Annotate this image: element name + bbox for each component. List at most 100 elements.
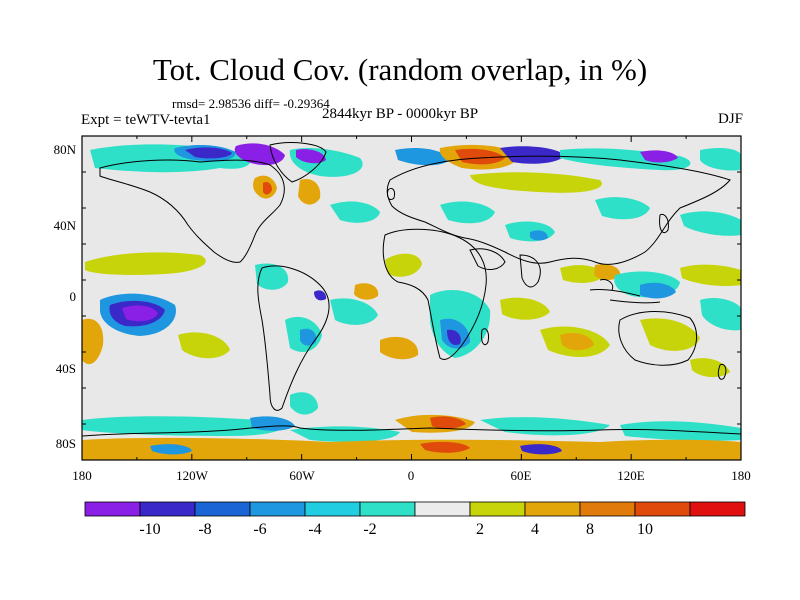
anomaly-region [298, 178, 321, 205]
anomaly-region [530, 230, 548, 241]
anomaly-region [82, 318, 104, 365]
colorbar [84, 501, 746, 517]
colorbar-label: 10 [637, 521, 653, 538]
colorbar-label: -10 [139, 521, 160, 538]
coastline-india [519, 254, 541, 288]
anomaly-region [314, 290, 327, 301]
anomaly-region [440, 201, 495, 224]
colorbar-box [139, 501, 196, 517]
colorbar-box [414, 501, 471, 517]
stats-text: rmsd= 2.98536 diff= -0.29364 [172, 96, 330, 111]
axis-ticks [81, 135, 742, 461]
anomaly-region [680, 211, 741, 236]
lat-label: 0 [70, 289, 77, 304]
anomaly-region [82, 437, 741, 460]
lat-label: 40N [54, 218, 77, 233]
lon-label: 60W [289, 468, 315, 483]
anomaly-region [640, 282, 676, 299]
anomaly-region [680, 264, 741, 287]
lon-label: 60E [511, 468, 532, 483]
lat-label: 80S [56, 436, 76, 451]
colorbar-box [359, 501, 416, 517]
colorbar-label: 8 [586, 521, 594, 538]
colorbar-box [249, 501, 306, 517]
coastline-new-zealand [717, 363, 727, 380]
colorbar-label: -6 [253, 521, 266, 538]
anomaly-region [560, 265, 605, 283]
anomaly-region [690, 358, 730, 378]
anomaly-region [395, 148, 450, 166]
map-background [82, 136, 741, 460]
coastline-uk [387, 187, 395, 201]
colorbar-box [524, 501, 581, 517]
colorbar-label: -2 [363, 521, 376, 538]
coastline-greenland [269, 142, 327, 183]
coastline-antarctica [82, 425, 741, 437]
anomaly-region [420, 441, 470, 453]
anomaly-region [178, 332, 230, 359]
anomaly-region [150, 444, 192, 455]
anomaly-region [430, 416, 466, 429]
anomaly-fields [82, 143, 741, 460]
lon-label: 180 [72, 468, 92, 483]
anomaly-region [354, 283, 379, 300]
anomaly-region [290, 392, 318, 415]
colorbar-label: 4 [531, 521, 539, 538]
anomaly-region [234, 143, 285, 166]
anomaly-region [500, 297, 550, 320]
coastlines [82, 142, 741, 437]
coastline-japan [659, 213, 669, 234]
lon-label: 180 [731, 468, 751, 483]
anomaly-region [455, 148, 505, 165]
colorbar-label: 2 [476, 521, 484, 538]
anomaly-region [520, 444, 562, 455]
anomaly-region [640, 150, 678, 163]
coastline-eurasia [386, 155, 731, 265]
map-panel [82, 136, 741, 460]
anomaly-region [500, 146, 565, 164]
colorbar-box [469, 501, 526, 517]
colorbar-label: -4 [308, 521, 321, 538]
anomaly-region [560, 333, 594, 351]
lon-label: 120E [617, 468, 645, 483]
anomaly-region [296, 149, 326, 164]
anomaly-region [330, 298, 378, 325]
anomaly-region [380, 336, 419, 360]
anomaly-region [185, 147, 232, 159]
season-label: DJF [717, 111, 743, 127]
coastline-madagascar [481, 328, 489, 346]
anomaly-region [640, 318, 700, 351]
colorbar-box [689, 501, 746, 517]
coastline-australia [618, 311, 697, 366]
anomaly-region [594, 264, 621, 281]
anomaly-region [595, 197, 650, 220]
colorbar-box [579, 501, 636, 517]
colorbar-box [194, 501, 251, 517]
experiment-label: Expt = teWTV-tevta1 [81, 112, 211, 128]
anomaly-region [330, 201, 380, 223]
chart-title: Tot. Cloud Cov. (random overlap, in %) [152, 52, 648, 87]
lon-label: 0 [408, 468, 415, 483]
coastline-north-america [99, 159, 285, 263]
lon-label: 120W [176, 468, 209, 483]
anomaly-region [263, 181, 272, 195]
anomaly-region [470, 172, 602, 193]
anomaly-region [85, 252, 206, 275]
anomaly-region [122, 305, 158, 322]
anomaly-region [700, 147, 741, 171]
colorbar-box [84, 501, 141, 517]
anomaly-region [385, 253, 422, 277]
lat-label: 40S [56, 361, 76, 376]
coastline-arabia [469, 248, 506, 270]
anomaly-region [447, 329, 461, 345]
colorbar-label: -8 [198, 521, 211, 538]
colorbar-box [304, 501, 361, 517]
anomaly-region [82, 416, 282, 436]
anomaly-region [300, 328, 317, 346]
coastline-south-america [257, 265, 330, 411]
coastline-indonesia [589, 279, 661, 304]
colorbar-box [634, 501, 691, 517]
coastline-africa [382, 228, 487, 360]
anomaly-region [700, 297, 741, 331]
